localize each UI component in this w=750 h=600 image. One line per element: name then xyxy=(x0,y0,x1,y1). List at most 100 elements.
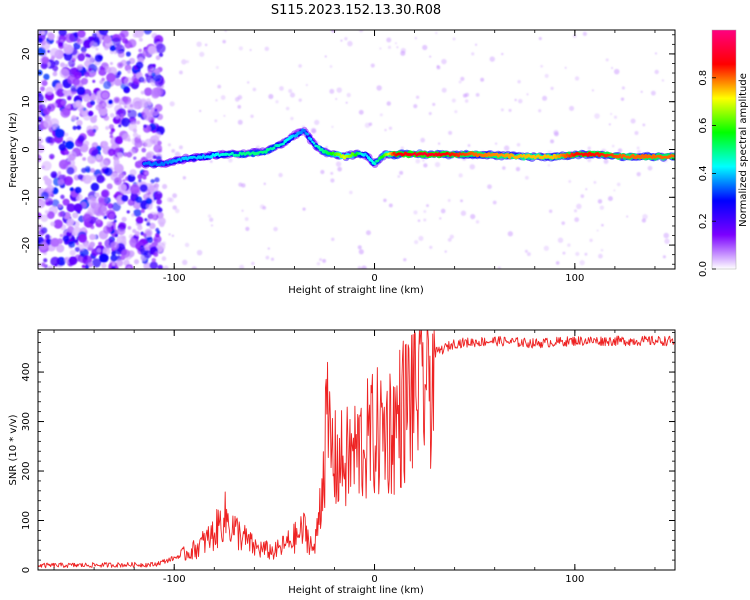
heatmap-noise-blob xyxy=(325,146,328,149)
heatmap-noise-blob xyxy=(182,259,188,266)
heatmap-noise-blob xyxy=(60,100,66,106)
heatmap-noise-blob xyxy=(99,253,109,263)
heatmap-noise-blob xyxy=(43,258,48,263)
heatmap-noise-blob xyxy=(241,209,244,212)
heatmap-noise-blob xyxy=(400,146,404,150)
snr-y-tick-label: 200 xyxy=(21,461,32,480)
heatmap-noise-blob xyxy=(58,203,63,208)
heatmap-noise-blob xyxy=(199,51,205,57)
heatmap-noise-blob xyxy=(51,199,60,208)
heatmap-noise-blob xyxy=(62,235,70,243)
heatmap-noise-blob xyxy=(108,99,113,105)
heatmap-noise-blob xyxy=(126,151,133,158)
heatmap-noise-blob xyxy=(275,100,279,104)
heatmap-noise-blob xyxy=(191,266,197,269)
heatmap-noise-blob xyxy=(582,31,587,36)
heatmap-noise-blob xyxy=(128,122,137,132)
heatmap-noise-blob xyxy=(388,203,393,208)
heatmap-noise-blob xyxy=(574,76,580,81)
heatmap-y-axis-label: Frequency (Hz) xyxy=(8,112,19,188)
colorbar-tick-label: 0.2 xyxy=(698,213,709,229)
heatmap-noise-blob xyxy=(142,233,147,237)
heatmap-noise-blob xyxy=(66,166,75,175)
heatmap-noise-blob xyxy=(59,233,64,238)
heatmap-noise-blob xyxy=(458,173,463,178)
heatmap-noise-blob xyxy=(223,114,226,117)
heatmap-noise-blob xyxy=(146,198,153,205)
snr-y-tick-label: 400 xyxy=(21,363,32,382)
heatmap-noise-blob xyxy=(109,45,116,52)
heatmap-noise-blob xyxy=(220,95,226,100)
heatmap-noise-blob xyxy=(121,248,131,258)
heatmap-noise-blob xyxy=(298,64,302,68)
heatmap-noise-blob xyxy=(593,180,597,184)
heatmap-noise-blob xyxy=(181,59,187,65)
heatmap-noise-blob xyxy=(65,33,75,43)
heatmap-noise-blob xyxy=(49,138,56,144)
heatmap-noise-blob xyxy=(68,240,76,248)
heatmap-noise-blob xyxy=(103,115,110,121)
heatmap-noise-blob xyxy=(113,219,117,223)
heatmap-noise-blob xyxy=(50,237,60,248)
heatmap-noise-blob xyxy=(589,238,593,243)
colorbar-label: Normalized spectral amplitude xyxy=(738,73,749,227)
colorbar-tick-label: 0.4 xyxy=(698,165,709,181)
heatmap-noise-blob xyxy=(591,89,595,92)
heatmap-noise-blob xyxy=(129,238,137,246)
heatmap-noise-blob xyxy=(66,151,77,161)
heatmap-noise-blob xyxy=(49,47,60,58)
snr-x-axis-label: Height of straight line (km) xyxy=(288,585,424,596)
heatmap-noise-blob xyxy=(613,68,620,75)
heatmap-noise-blob xyxy=(71,115,77,121)
heatmap-noise-blob xyxy=(111,250,116,256)
heatmap-noise-blob xyxy=(144,246,149,251)
heatmap-noise-blob xyxy=(246,81,250,84)
heatmap-noise-blob xyxy=(89,40,98,49)
heatmap-noise-blob xyxy=(451,98,456,103)
heatmap-noise-blob xyxy=(56,244,65,253)
heatmap-noise-blob xyxy=(64,63,69,68)
heatmap-noise-blob xyxy=(146,98,151,103)
heatmap-noise-blob xyxy=(117,152,124,159)
heatmap-noise-blob xyxy=(92,79,96,83)
heatmap-noise-blob xyxy=(73,42,81,50)
heatmap-noise-blob xyxy=(199,109,202,113)
heatmap-noise-blob xyxy=(111,265,116,269)
heatmap-noise-blob xyxy=(179,70,183,75)
heatmap-noise-blob xyxy=(107,203,114,209)
heatmap-noise-blob xyxy=(38,155,41,160)
heatmap-noise-blob xyxy=(320,169,325,175)
heatmap-noise-blob xyxy=(285,106,290,111)
heatmap-noise-blob xyxy=(454,110,458,114)
heatmap-noise-blob xyxy=(544,73,549,79)
heatmap-noise-blob xyxy=(113,194,118,199)
heatmap-noise-blob xyxy=(613,115,618,119)
heatmap-noise-blob xyxy=(636,172,641,177)
heatmap-noise-blob xyxy=(139,184,148,193)
heatmap-noise-blob xyxy=(108,212,115,219)
heatmap-ridge-cell xyxy=(365,154,369,158)
heatmap-noise-blob xyxy=(146,221,151,227)
heatmap-noise-blob xyxy=(143,107,149,114)
heatmap-noise-blob xyxy=(114,78,122,87)
heatmap-noise-blob xyxy=(135,216,144,225)
heatmap-noise-blob xyxy=(417,219,421,223)
heatmap-noise-blob xyxy=(267,247,271,250)
heatmap-ridge-cell xyxy=(302,129,306,133)
heatmap-noise-blob xyxy=(38,144,45,154)
heatmap-noise-blob xyxy=(99,159,109,169)
heatmap-noise-blob xyxy=(38,197,42,201)
heatmap-noise-blob xyxy=(449,234,454,239)
heatmap-noise-blob xyxy=(252,87,257,92)
heatmap-noise-blob xyxy=(103,35,112,44)
heatmap-noise-blob xyxy=(330,178,335,183)
heatmap-noise-blob xyxy=(101,91,109,99)
heatmap-noise-blob xyxy=(96,219,101,224)
heatmap-noise-blob xyxy=(415,158,421,164)
heatmap-ridge-cell xyxy=(317,145,321,149)
heatmap-noise-blob xyxy=(60,107,71,118)
heatmap-ridge-cell xyxy=(364,152,367,156)
heatmap-noise-blob xyxy=(345,101,348,104)
